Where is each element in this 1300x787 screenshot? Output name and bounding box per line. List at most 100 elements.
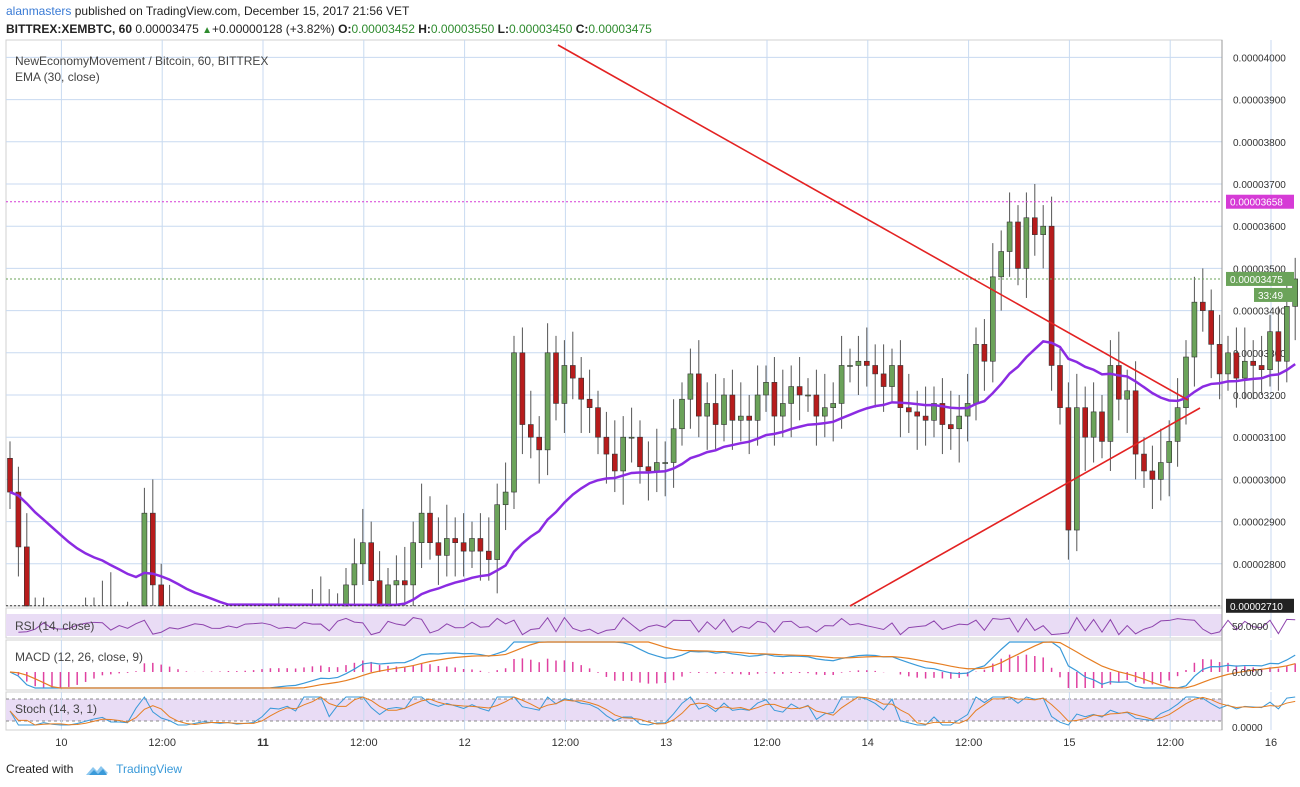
candle-body	[947, 424, 954, 430]
candle-body	[23, 546, 30, 607]
candle-body	[502, 491, 509, 506]
candle-body	[931, 403, 937, 421]
candle-body	[595, 407, 601, 438]
candle-body	[1166, 441, 1172, 463]
created-with-text: Created with	[6, 762, 74, 776]
y-tick-label: 0.00002900	[1233, 518, 1286, 529]
candle-body	[1275, 331, 1282, 362]
candle-body	[376, 580, 383, 607]
candle-body	[385, 584, 391, 607]
candle-body	[998, 251, 1005, 278]
up-arrow-icon: ▲	[202, 25, 213, 36]
candle-body	[838, 365, 845, 404]
rsi-line	[18, 616, 1296, 636]
macd-tick: 0.0000	[1232, 668, 1263, 679]
y-tick-label: 0.00003600	[1233, 222, 1286, 233]
candle-body	[1149, 470, 1156, 480]
candle-body	[1107, 365, 1114, 442]
macd-legend: MACD (12, 26, close, 9)	[15, 650, 143, 664]
candle-body	[527, 424, 534, 438]
candle-body	[393, 580, 400, 586]
y-tick-label: 0.00003000	[1233, 475, 1286, 486]
candle-body	[813, 394, 820, 417]
candle-body	[435, 542, 442, 556]
candle-body	[477, 538, 484, 552]
lower-trendline	[849, 407, 1201, 607]
candle-body	[922, 415, 929, 421]
candle-body	[939, 403, 946, 425]
candle-body	[7, 457, 13, 493]
candle-body	[830, 403, 837, 408]
candle-body	[914, 411, 921, 417]
candle-body	[897, 365, 904, 408]
publish-info: alanmasters published on TradingView.com…	[6, 4, 409, 18]
candle-body	[359, 542, 366, 565]
candle-body	[679, 398, 685, 430]
y-tick-label: 0.00003400	[1233, 307, 1286, 318]
low-price-tag-bg	[1226, 598, 1294, 613]
last-price-tag: 0.00003475	[1230, 275, 1283, 286]
candle-body	[653, 462, 660, 472]
candle-body	[1132, 390, 1139, 455]
open-label: O:	[338, 22, 352, 36]
candle-body	[729, 394, 736, 421]
x-tick-label: 12:00	[1156, 737, 1184, 749]
last-price-tag-bg	[1226, 271, 1294, 286]
candle-body	[964, 403, 971, 417]
candle-body	[1015, 221, 1021, 269]
x-tick-label: 12:00	[148, 737, 176, 749]
candle-body	[771, 382, 778, 417]
y-tick-label: 0.00003700	[1233, 180, 1286, 191]
candle-body	[511, 352, 517, 493]
close-label: C:	[575, 22, 589, 36]
candle-body	[141, 512, 148, 607]
timer-tag: 33:49	[1258, 291, 1283, 302]
author-link[interactable]: alanmasters	[6, 4, 72, 18]
candle-body	[695, 373, 702, 417]
rsi-legend: RSI (14, close)	[15, 619, 94, 633]
y-tick-label: 0.00003200	[1233, 391, 1286, 402]
candle-body	[469, 538, 475, 552]
candle-body	[150, 512, 156, 586]
high-price-tag: 0.00003658	[1230, 198, 1283, 209]
candle-body	[1040, 225, 1046, 235]
candle-body	[1225, 352, 1231, 375]
upper-trendline	[557, 44, 1189, 401]
tradingview-logo-icon	[85, 765, 108, 775]
candle-body	[586, 398, 593, 408]
y-tick-label: 0.00003300	[1233, 349, 1286, 360]
candle-body	[1090, 411, 1097, 438]
y-tick-label: 0.00003500	[1233, 264, 1286, 275]
rsi-band	[6, 614, 1222, 636]
candle-body	[746, 415, 753, 421]
candle-body	[1006, 221, 1013, 252]
y-tick-label: 0.00004000	[1233, 53, 1286, 64]
candle-body	[1074, 407, 1080, 531]
candle-body	[1124, 390, 1130, 400]
candle-body	[662, 462, 669, 464]
high-value: 0.00003550	[430, 22, 495, 36]
candle-body	[763, 382, 769, 396]
candle-body	[889, 365, 895, 387]
candle-body	[1057, 365, 1063, 408]
candle-body	[443, 538, 450, 556]
rsi-tick: 50.0000	[1232, 622, 1269, 633]
candle-body	[578, 377, 585, 400]
main-panel	[5, 39, 1223, 607]
candle-body	[973, 344, 979, 404]
x-tick-label: 12:00	[350, 737, 378, 749]
candle-body	[544, 352, 551, 451]
macd-panel	[5, 639, 1223, 691]
symbol-label: BITTREX:XEMBTC, 60	[6, 22, 133, 36]
candle-body	[872, 365, 879, 375]
candle-body	[1208, 310, 1214, 345]
tradingview-link[interactable]: TradingView	[116, 762, 183, 776]
candle-body	[401, 580, 408, 586]
low-price-tag: 0.00002710	[1230, 602, 1283, 613]
footer: Created with TradingView	[6, 762, 182, 777]
x-tick-label: 14	[862, 737, 874, 749]
ema-legend: EMA (30, close)	[15, 70, 100, 84]
candle-body	[704, 403, 711, 417]
candle-body	[721, 394, 727, 425]
